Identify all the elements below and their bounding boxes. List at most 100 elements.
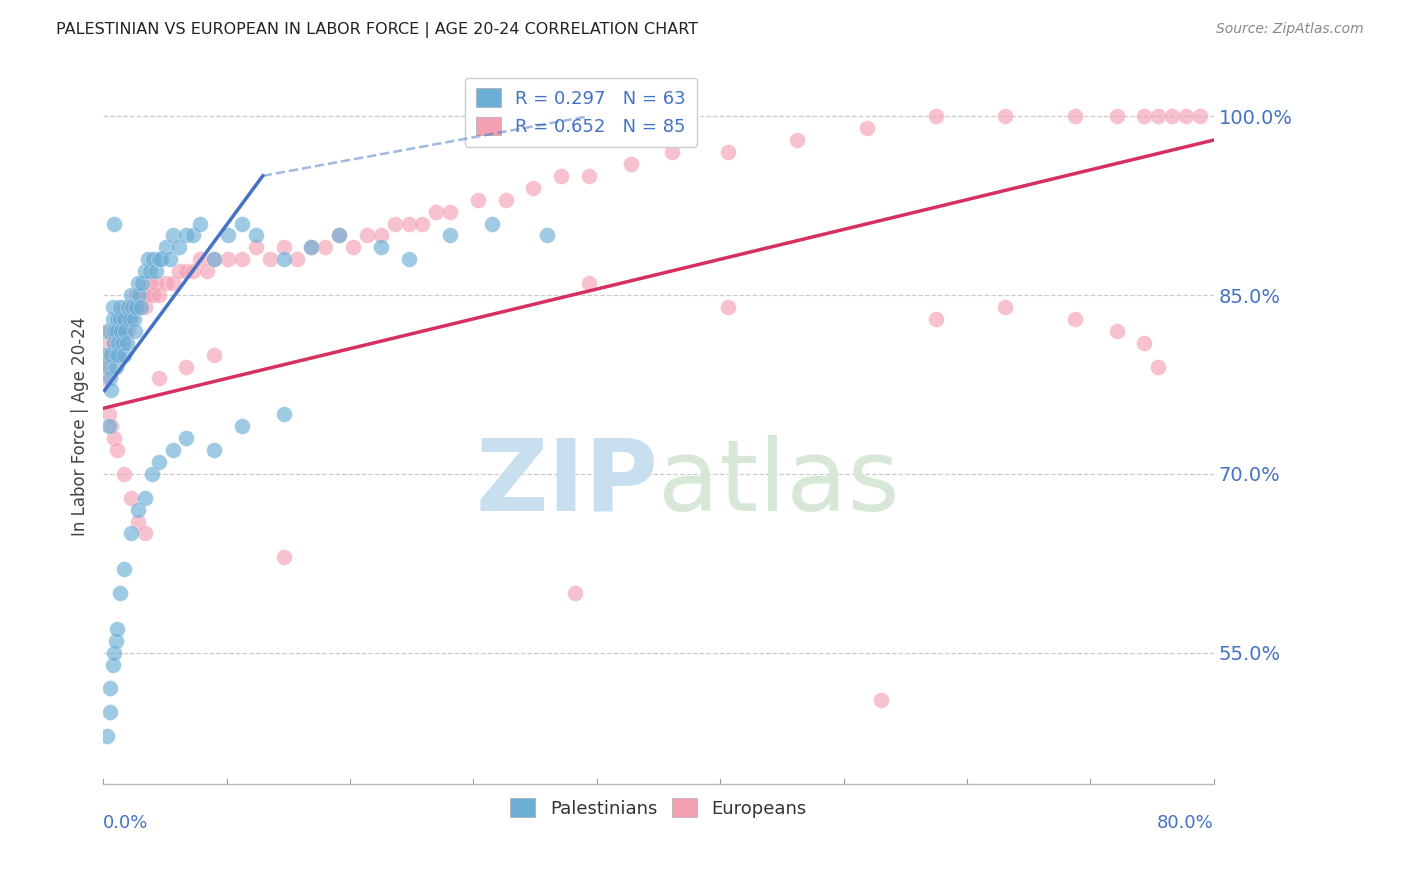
Point	[717, 300, 740, 314]
Point	[112, 324, 135, 338]
Point	[398, 217, 420, 231]
Point	[176, 228, 198, 243]
Point	[103, 431, 125, 445]
Text: atlas: atlas	[658, 435, 900, 532]
Point	[342, 240, 364, 254]
Point	[134, 526, 156, 541]
Point	[104, 633, 127, 648]
Y-axis label: In Labor Force | Age 20-24: In Labor Force | Age 20-24	[72, 317, 89, 536]
Point	[150, 252, 173, 267]
Point	[411, 217, 433, 231]
Point	[661, 145, 683, 159]
Point	[1147, 109, 1170, 123]
Point	[128, 300, 150, 314]
Point	[112, 562, 135, 576]
Text: ZIP: ZIP	[475, 435, 658, 532]
Point	[105, 311, 128, 326]
Point	[105, 324, 128, 338]
Point	[134, 264, 156, 278]
Point	[439, 204, 461, 219]
Point	[101, 657, 124, 672]
Point	[155, 240, 177, 254]
Point	[112, 311, 135, 326]
Point	[183, 228, 205, 243]
Point	[110, 324, 132, 338]
Point	[195, 264, 218, 278]
Point	[176, 359, 198, 374]
Point	[495, 193, 517, 207]
Point	[100, 384, 122, 398]
Point	[564, 586, 586, 600]
Point	[176, 264, 198, 278]
Point	[131, 288, 153, 302]
Point	[101, 300, 124, 314]
Point	[578, 169, 600, 183]
Point	[107, 348, 129, 362]
Point	[97, 359, 120, 374]
Point	[620, 157, 643, 171]
Point	[101, 311, 124, 326]
Point	[139, 264, 162, 278]
Point	[139, 276, 162, 290]
Point	[231, 419, 253, 434]
Text: Source: ZipAtlas.com: Source: ZipAtlas.com	[1216, 22, 1364, 37]
Point	[108, 311, 131, 326]
Point	[273, 240, 295, 254]
Point	[328, 228, 350, 243]
Point	[97, 419, 120, 434]
Point	[117, 300, 139, 314]
Point	[370, 228, 392, 243]
Point	[105, 443, 128, 458]
Point	[1064, 109, 1087, 123]
Point	[425, 204, 447, 219]
Point	[159, 252, 181, 267]
Point	[1147, 359, 1170, 374]
Point	[162, 276, 184, 290]
Point	[1174, 109, 1197, 123]
Point	[162, 228, 184, 243]
Point	[231, 217, 253, 231]
Point	[202, 443, 225, 458]
Point	[100, 348, 122, 362]
Point	[94, 359, 117, 374]
Point	[287, 252, 309, 267]
Point	[98, 706, 121, 720]
Point	[1105, 109, 1128, 123]
Point	[328, 228, 350, 243]
Point	[1105, 324, 1128, 338]
Point	[96, 324, 118, 338]
Point	[100, 419, 122, 434]
Point	[148, 455, 170, 469]
Point	[717, 145, 740, 159]
Point	[101, 335, 124, 350]
Point	[134, 491, 156, 505]
Point	[124, 324, 146, 338]
Point	[142, 288, 165, 302]
Point	[112, 467, 135, 481]
Point	[114, 324, 136, 338]
Point	[217, 228, 239, 243]
Point	[97, 335, 120, 350]
Point	[111, 335, 134, 350]
Point	[202, 252, 225, 267]
Point	[107, 335, 129, 350]
Point	[97, 407, 120, 421]
Point	[103, 217, 125, 231]
Text: 0.0%: 0.0%	[103, 814, 149, 832]
Point	[384, 217, 406, 231]
Point	[155, 276, 177, 290]
Point	[869, 693, 891, 707]
Point	[467, 193, 489, 207]
Point	[105, 622, 128, 636]
Point	[94, 348, 117, 362]
Point	[188, 252, 211, 267]
Point	[108, 586, 131, 600]
Point	[162, 443, 184, 458]
Point	[314, 240, 336, 254]
Text: PALESTINIAN VS EUROPEAN IN LABOR FORCE | AGE 20-24 CORRELATION CHART: PALESTINIAN VS EUROPEAN IN LABOR FORCE |…	[56, 22, 699, 38]
Point	[96, 348, 118, 362]
Point	[103, 324, 125, 338]
Point	[105, 335, 128, 350]
Point	[114, 300, 136, 314]
Point	[115, 335, 138, 350]
